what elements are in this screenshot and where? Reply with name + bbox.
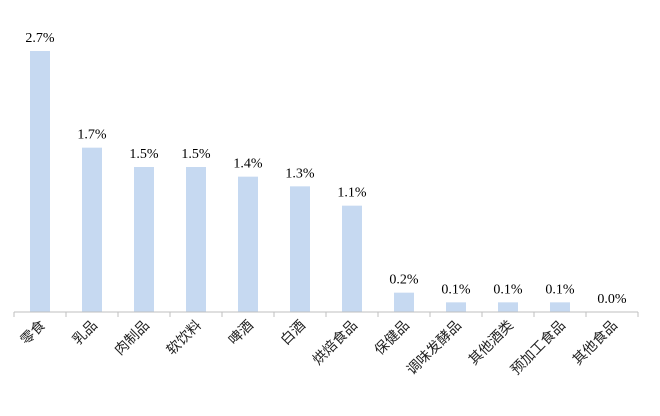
data-label: 1.5% <box>129 147 159 162</box>
data-label: 0.1% <box>493 282 523 297</box>
category-label: 调味发酵品 <box>404 318 465 379</box>
category-label: 其他酒类 <box>466 318 517 369</box>
data-labels-group: 2.7% 1.7% 1.5% 1.5% 1.4% 1.3% 1.1% 0.2% 0.1% 0.1%… <box>25 31 627 307</box>
category-label: 肉制品 <box>112 318 153 359</box>
category-label: 零食 <box>17 317 49 349</box>
data-label: 1.1% <box>337 186 367 201</box>
category-label: 白酒 <box>278 318 309 349</box>
bar <box>446 302 466 312</box>
category-label: 乳品 <box>70 318 101 349</box>
data-label: 0.1% <box>545 282 575 297</box>
category-label: 烘焙食品 <box>309 317 361 369</box>
data-label: 1.7% <box>77 128 107 143</box>
bar <box>134 167 154 312</box>
data-label: 0.0% <box>597 292 627 307</box>
category-label: 软饮料 <box>164 318 205 359</box>
data-label: 0.1% <box>441 282 471 297</box>
bar <box>550 302 570 312</box>
bar <box>498 302 518 312</box>
bar <box>82 147 102 312</box>
data-label: 1.3% <box>285 166 315 181</box>
bar <box>238 176 258 312</box>
data-label: 1.4% <box>233 157 263 172</box>
data-label: 2.7% <box>25 31 55 46</box>
bar <box>290 186 310 312</box>
bars-group <box>30 51 570 312</box>
category-label: 啤酒 <box>226 318 257 349</box>
category-label: 其他食品 <box>569 317 621 369</box>
category-label: 预加工食品 <box>507 317 569 379</box>
data-label: 1.5% <box>181 147 211 162</box>
category-label: 保健品 <box>372 318 413 359</box>
bar <box>30 51 50 312</box>
data-label: 0.2% <box>389 273 419 288</box>
bar <box>342 205 362 312</box>
bar <box>186 167 206 312</box>
bar <box>394 292 414 312</box>
x-axis-ticks <box>13 312 639 317</box>
